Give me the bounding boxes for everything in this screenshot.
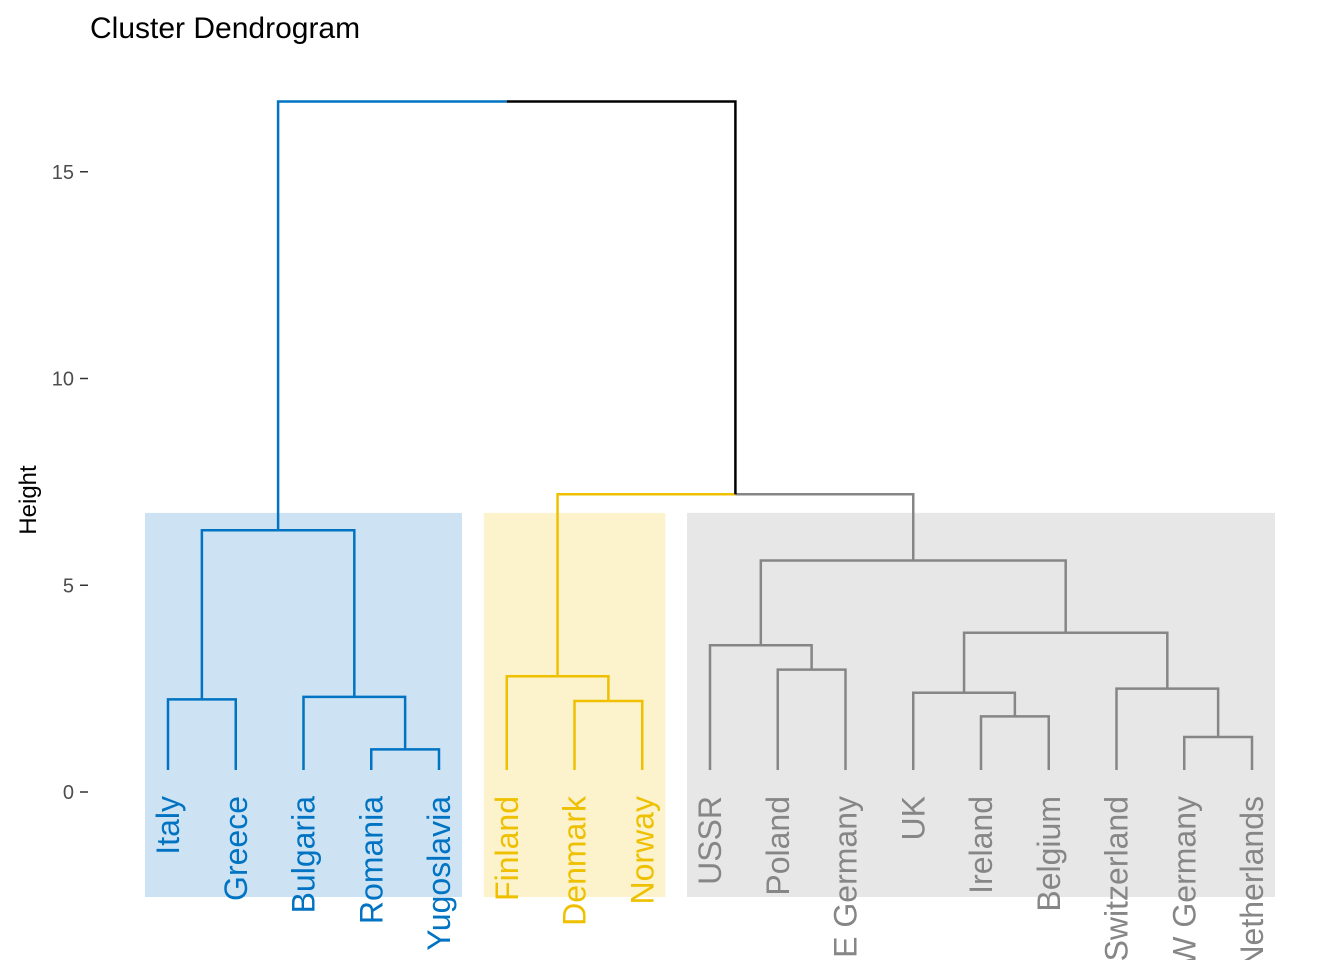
leaf-label-7: Norway: [624, 796, 660, 904]
dendro-link-3: [200, 529, 356, 700]
chart-title: Cluster Dendrogram: [90, 12, 361, 45]
dendro-link-root-right: [506, 100, 737, 495]
dendro-link-14-right: [735, 493, 915, 561]
leaf-label-0: Italy: [150, 796, 186, 855]
leaf-label-1: Greece: [218, 796, 254, 901]
y-tick-label-10: 10: [52, 369, 74, 391]
leaf-label-4: Yugoslavia: [421, 796, 457, 951]
y-tick-label-0: 0: [63, 782, 74, 804]
dendro-link-root-left: [276, 100, 507, 531]
leaf-label-9: Poland: [760, 796, 796, 896]
dendro-link-7: [708, 643, 813, 770]
dendro-link-8: [979, 715, 1050, 770]
leaf-label-2: Bulgaria: [286, 796, 322, 914]
leaf-label-3: Romania: [353, 796, 389, 924]
dendro-link-14-left: [556, 493, 736, 677]
cluster-rect-3: [687, 512, 1275, 897]
leaf-label-11: UK: [895, 796, 931, 840]
y-tick-label-15: 15: [52, 162, 74, 184]
leaf-label-15: W Germany: [1166, 796, 1202, 960]
leaf-label-16: Netherlands: [1234, 796, 1270, 960]
leaf-label-13: Belgium: [1031, 796, 1067, 912]
leaf-label-6: Denmark: [557, 795, 593, 926]
leaf-label-8: USSR: [692, 796, 728, 885]
y-tick-label-5: 5: [63, 575, 74, 597]
leaf-label-14: Switzerland: [1099, 796, 1135, 960]
leaf-label-10: E Germany: [828, 796, 864, 958]
y-axis-label: Height: [15, 465, 42, 535]
leaf-label-12: Ireland: [963, 796, 999, 894]
leaf-label-5: Finland: [489, 796, 525, 901]
dendro-link-10: [1183, 735, 1254, 770]
